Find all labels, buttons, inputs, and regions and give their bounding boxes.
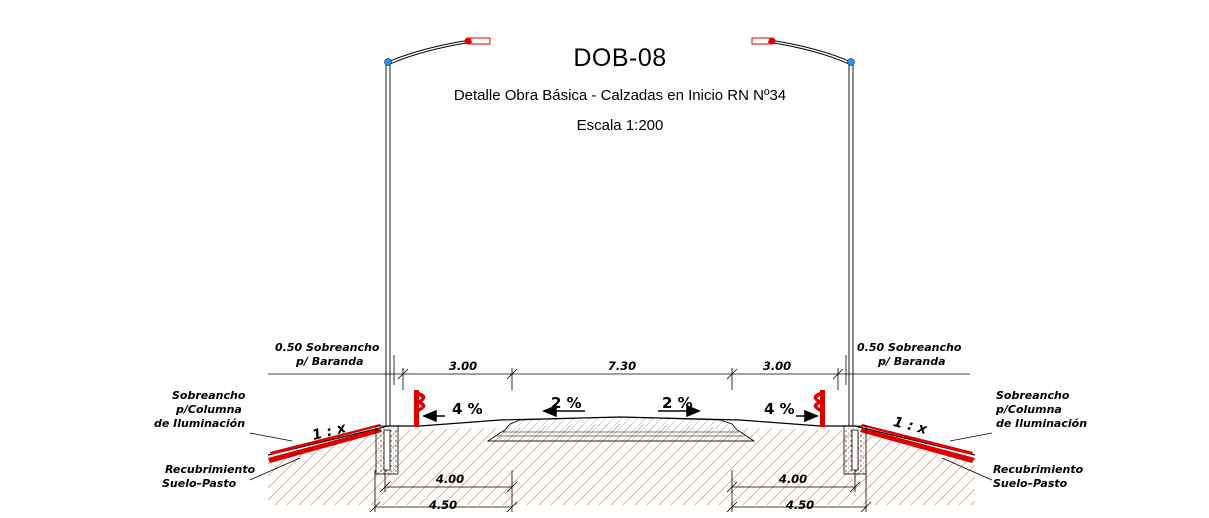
label-columna-left-1: Sobreancho <box>172 389 246 402</box>
guardrail-right <box>813 390 825 427</box>
drawing-subtitle: Detalle Obra Básica - Calzadas en Inicio… <box>453 87 787 104</box>
leader-lines <box>249 355 993 481</box>
label-sobreancho-baranda-left-1: 0.50 Sobreancho <box>275 341 380 354</box>
lamp-cover-right <box>751 37 771 45</box>
topsoil-strip-right-2 <box>861 424 973 455</box>
foundation-right-core <box>851 429 859 471</box>
label-sobreancho-baranda-right-2: p/ Baranda <box>878 355 946 368</box>
label-columna-right-3: de Iluminación <box>996 417 1088 430</box>
drawing-scale: Escala 1:200 <box>576 117 664 134</box>
slope-road-left: 2 % <box>551 394 582 412</box>
slope-arrows <box>422 404 819 423</box>
lamp-bulb-right <box>847 58 855 66</box>
label-recubrimiento-left-1: Recubrimiento <box>165 463 256 476</box>
dim-base-left-inner: 4.00 <box>435 472 465 486</box>
label-columna-left-2: p/Columna <box>176 403 242 416</box>
light-pole-left <box>385 39 473 426</box>
lamp-cover-left <box>469 37 491 45</box>
label-sobreancho-baranda-right-1: 0.50 Sobreancho <box>857 341 962 354</box>
lamp-bulb-left <box>384 58 392 66</box>
label-recubrimiento-right-1: Recubrimiento <box>993 463 1084 476</box>
pavement-layer <box>486 416 756 442</box>
label-recubrimiento-right-2: Suelo–Pasto <box>993 477 1068 490</box>
slope-shoulder-right: 4 % <box>764 400 795 418</box>
dim-base-right-inner: 4.00 <box>778 472 808 486</box>
slope-shoulder-left: 4 % <box>452 400 483 418</box>
drawing-title: DOB-08 <box>573 44 667 72</box>
dim-shoulder-left: 3.00 <box>448 359 478 373</box>
top-dimension-line <box>268 368 970 390</box>
label-columna-right-1: Sobreancho <box>996 389 1070 402</box>
label-columna-left-3: de Iluminación <box>154 417 246 430</box>
embankment-soil <box>268 424 975 505</box>
label-sobreancho-baranda-left-2: p/ Baranda <box>296 355 364 368</box>
light-pole-right <box>767 39 854 426</box>
slope-road-right: 2 % <box>662 394 693 412</box>
pavement-steps <box>488 431 754 442</box>
guardrail-left <box>414 390 426 427</box>
topsoil-strip-left-2 <box>270 424 381 455</box>
dim-base-left-outer: 4.50 <box>428 498 458 512</box>
bottom-dimension-lines <box>369 470 872 513</box>
topsoil-strip-right <box>860 428 975 463</box>
foundation-left-core <box>383 429 391 471</box>
dim-roadway: 7.30 <box>607 359 637 373</box>
dim-base-right-outer: 4.50 <box>785 498 815 512</box>
topsoil-strip-left <box>268 428 382 463</box>
dim-shoulder-right: 3.00 <box>762 359 792 373</box>
label-recubrimiento-left-2: Suelo–Pasto <box>162 477 237 490</box>
label-columna-right-2: p/Columna <box>996 403 1062 416</box>
